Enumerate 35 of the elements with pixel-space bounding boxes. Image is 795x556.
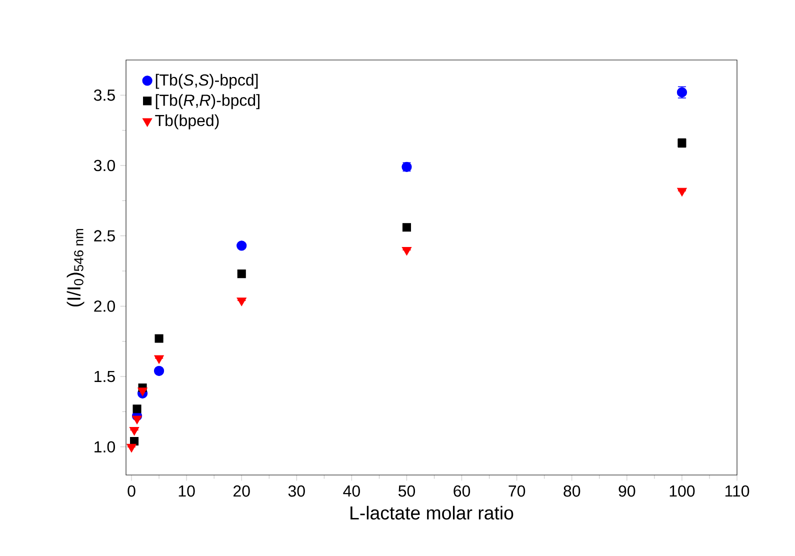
x-tick-label: 10	[178, 485, 195, 497]
x-tick-label: 70	[508, 485, 526, 497]
point	[402, 223, 412, 232]
legend-label: [Tb(R,R)-bpcd]	[156, 94, 260, 110]
point	[132, 404, 142, 414]
x-axis-title: L-lactate molar ratio	[350, 506, 514, 520]
y-tick-label: 2.5	[94, 230, 115, 242]
y-tick-label: 3.5	[94, 90, 115, 101]
point	[129, 427, 140, 436]
y-tick-label: 1.0	[94, 441, 115, 453]
point	[154, 334, 164, 343]
point	[132, 416, 142, 424]
point	[402, 246, 412, 256]
y-tick-label: 3.0	[94, 160, 115, 172]
point	[237, 270, 246, 278]
point	[154, 366, 164, 376]
y-tick-label: 1.5	[94, 370, 115, 382]
x-tick-label: 0	[128, 485, 136, 497]
x-tick-label: 60	[454, 485, 470, 497]
legend-label: [Tb(S,S)-bpcd]	[156, 74, 258, 89]
y-axis-title: (I/I$_{0}$)$_{546 nm}$	[66, 228, 84, 306]
x-tick-label: 90	[618, 485, 636, 497]
x-tick-label: 30	[288, 485, 305, 497]
x-tick-label: 40	[343, 485, 360, 497]
x-tick-label: 80	[564, 485, 580, 497]
x-tick-label: 100	[670, 485, 695, 497]
y-tick-label: 2.0	[94, 300, 115, 312]
x-tick-label: 20	[234, 485, 250, 497]
x-tick-label: 110	[725, 485, 750, 497]
point	[126, 444, 136, 452]
point	[677, 188, 687, 196]
point	[236, 298, 246, 306]
point	[154, 355, 164, 364]
x-tick-label: 50	[398, 485, 416, 497]
legend-label: Tb(bped)	[155, 114, 219, 130]
